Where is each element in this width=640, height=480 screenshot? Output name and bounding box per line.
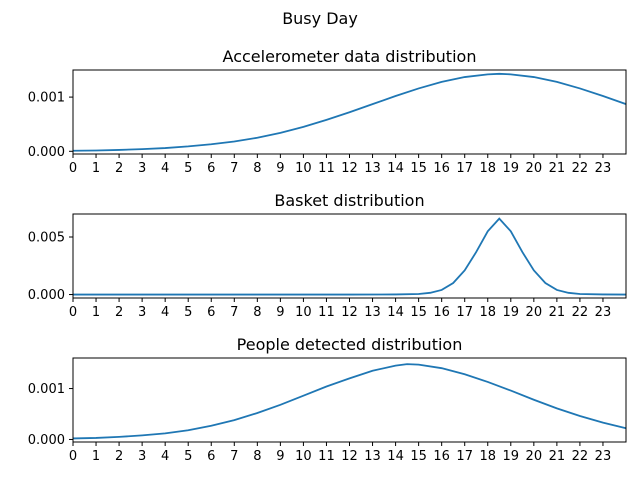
x-tick-label: 21 [549,305,566,320]
subplot-title: People detected distribution [237,335,463,354]
x-tick-label: 13 [364,305,381,320]
x-tick-label: 16 [433,449,450,464]
x-tick-label: 14 [387,305,404,320]
x-tick-label: 5 [184,161,192,176]
x-tick-label: 14 [387,161,404,176]
subplot-title: Basket distribution [274,191,424,210]
x-tick-label: 1 [92,161,100,176]
x-tick-label: 9 [276,449,284,464]
x-tick-label: 11 [318,305,335,320]
axes-frame [72,357,627,443]
x-tick-label: 15 [410,161,427,176]
x-tick-label: 18 [479,161,496,176]
x-tick-label: 6 [207,305,215,320]
x-tick-label: 8 [253,449,261,464]
x-tick-label: 18 [479,305,496,320]
x-tick-label: 13 [364,161,381,176]
x-tick-label: 17 [456,449,473,464]
x-tick-label: 3 [138,449,146,464]
x-tick-label: 0 [69,305,77,320]
x-tick-label: 0 [69,449,77,464]
x-tick-label: 5 [184,305,192,320]
x-tick-label: 7 [230,305,238,320]
subplot-title: Accelerometer data distribution [223,47,477,66]
x-tick-label: 19 [503,161,520,176]
x-tick-label: 4 [161,305,169,320]
x-tick-label: 23 [595,161,612,176]
x-tick-label: 21 [549,161,566,176]
x-tick-label: 22 [572,305,589,320]
x-tick-label: 16 [433,161,450,176]
x-tick-label: 22 [572,449,589,464]
x-tick-label: 10 [295,305,312,320]
y-tick-label: 0.000 [28,145,65,160]
x-tick-label: 6 [207,449,215,464]
x-tick-label: 11 [318,449,335,464]
x-tick-label: 2 [115,449,123,464]
x-tick-label: 22 [572,161,589,176]
x-tick-label: 8 [253,305,261,320]
x-tick-label: 19 [503,305,520,320]
series-line [72,363,627,440]
x-tick-label: 15 [410,449,427,464]
x-tick-label: 1 [92,449,100,464]
x-tick-label: 1 [92,305,100,320]
x-tick-label: 2 [115,161,123,176]
x-tick-label: 20 [526,305,543,320]
x-tick-label: 13 [364,449,381,464]
x-tick-label: 2 [115,305,123,320]
x-tick-label: 17 [456,161,473,176]
x-tick-label: 9 [276,161,284,176]
x-tick-label: 3 [138,305,146,320]
x-tick-label: 23 [595,305,612,320]
x-tick-label: 23 [595,449,612,464]
figure-title: Busy Day [282,9,358,28]
x-tick-label: 7 [230,449,238,464]
x-tick-label: 16 [433,305,450,320]
x-tick-label: 12 [341,161,358,176]
y-tick-label: 0.000 [28,288,65,303]
x-tick-label: 4 [161,449,169,464]
x-tick-label: 9 [276,305,284,320]
x-tick-label: 0 [69,161,77,176]
x-tick-label: 8 [253,161,261,176]
x-tick-label: 12 [341,449,358,464]
x-tick-label: 17 [456,305,473,320]
x-tick-label: 4 [161,161,169,176]
x-tick-label: 10 [295,449,312,464]
y-tick-label: 0.005 [28,231,65,246]
x-tick-label: 3 [138,161,146,176]
x-tick-label: 7 [230,161,238,176]
x-tick-label: 14 [387,449,404,464]
x-tick-label: 21 [549,449,566,464]
x-tick-label: 10 [295,161,312,176]
series-line [73,217,627,296]
x-tick-label: 12 [341,305,358,320]
x-tick-label: 6 [207,161,215,176]
series-line [72,72,627,152]
x-tick-label: 11 [318,161,335,176]
x-tick-label: 20 [526,449,543,464]
x-tick-label: 18 [479,449,496,464]
x-tick-label: 20 [526,161,543,176]
axes-frame [72,213,627,299]
y-tick-label: 0.000 [28,433,65,448]
y-tick-label: 0.001 [28,91,65,106]
y-tick-label: 0.001 [28,382,65,397]
x-tick-label: 5 [184,449,192,464]
x-tick-label: 19 [503,449,520,464]
x-tick-label: 15 [410,305,427,320]
